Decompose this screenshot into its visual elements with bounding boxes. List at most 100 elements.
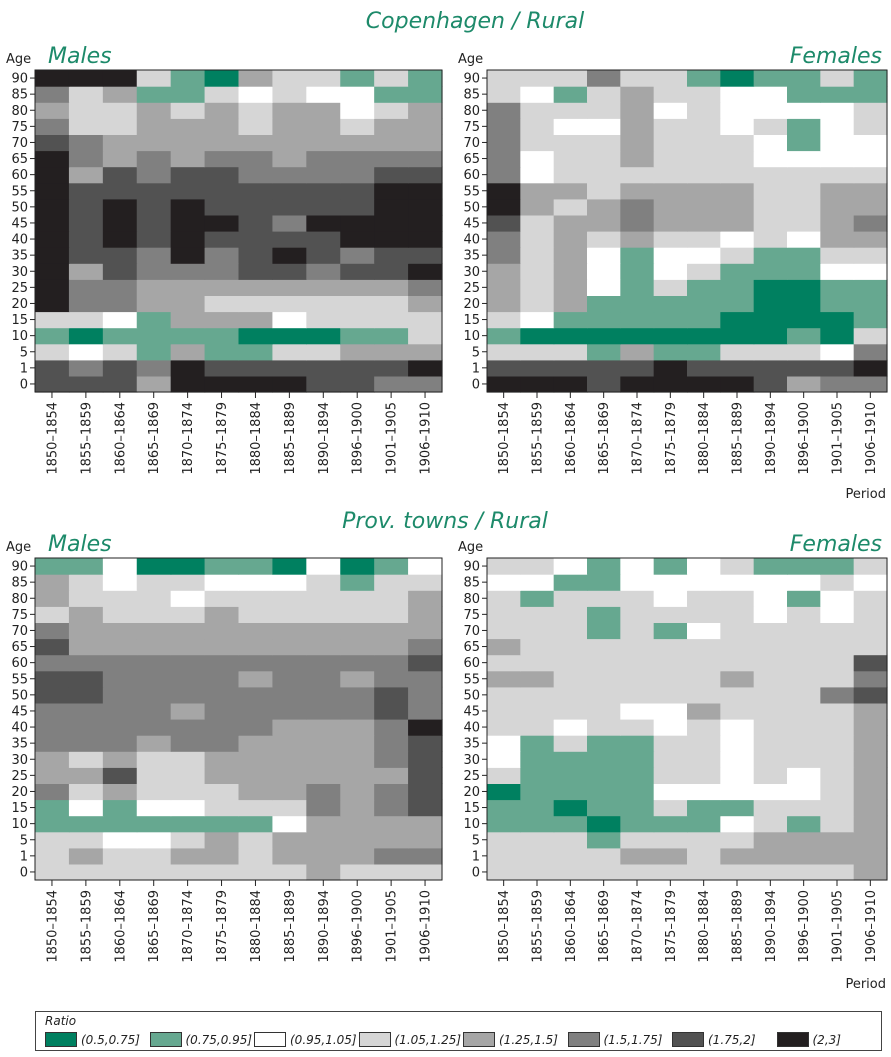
heatmap-cell [620,279,655,296]
heatmap-cell [520,166,555,184]
heatmap-cell [787,767,821,784]
heatmap-cell [853,622,888,640]
heatmap-cell [587,863,621,881]
heatmap-cell [687,783,721,801]
heatmap-cell [204,311,240,329]
heatmap-cell [720,574,755,591]
heatmap-cell [687,638,721,656]
heatmap-cell [340,799,375,817]
section-title-prov-towns: Prov. towns / Rural [342,509,548,534]
heatmap-cell [720,686,755,704]
heatmap-cell [820,783,855,801]
heatmap-cell [204,295,240,313]
heatmap-cell [520,831,555,849]
heatmap-cell [238,279,274,296]
y-tick-label: 15 [11,801,28,816]
heatmap-cell [170,783,206,801]
heatmap-cell [587,558,621,575]
heatmap-cell [68,359,104,377]
heatmap-cell [553,263,588,280]
heatmap-cell [374,327,409,345]
heatmap-cell [587,686,621,704]
heatmap-cell [374,102,409,119]
heatmap-cell [587,783,621,801]
heatmap-cell [487,359,521,377]
heatmap-cell [787,702,821,720]
heatmap-cell [136,670,172,688]
heatmap-cell [408,327,443,345]
heatmap-cell [520,719,555,736]
heatmap-cell [306,327,341,345]
heatmap-cell [68,295,104,313]
heatmap-cell [204,654,240,672]
heatmap-cell [587,102,621,119]
x-tick-label: 1901–1905 [831,890,846,963]
heatmap-cell [374,831,409,849]
heatmap-cell [374,295,409,313]
x-tick-label: 1890–1894 [317,890,332,963]
heatmap-cell [170,150,206,168]
heatmap-cell [35,831,70,849]
heatmap-cell [787,279,821,296]
heatmap-cell [340,86,375,103]
heatmap-cell [520,686,555,704]
x-tick-label: 1860–1864 [113,402,128,475]
heatmap-cell [620,102,655,119]
heatmap-cell [687,686,721,704]
heatmap-cell [102,295,138,313]
heatmap-cell [102,247,138,264]
x-tick-label: 1890–1894 [764,402,779,475]
heatmap-cell [620,558,655,575]
heatmap-cell [753,70,788,87]
heatmap-cell [374,622,409,640]
heatmap-cell [520,311,555,329]
heatmap-cell [587,295,621,313]
x-tick-label: 1865–1869 [147,402,162,475]
heatmap-cell [687,863,721,881]
heatmap-cell [820,558,855,575]
heatmap-cell [136,295,172,313]
heatmap-cell [170,295,206,313]
x-tick-label: 1850–1854 [45,402,60,475]
y-tick-label: 50 [463,200,480,215]
y-tick-label: 20 [463,785,480,800]
heatmap-cell [753,574,788,591]
heatmap-cell [520,70,555,87]
heatmap-cell [204,606,240,623]
heatmap-cell [170,863,206,881]
heatmap-cell [653,359,688,377]
heatmap-cell [35,670,70,688]
y-axis-label-cph-males: Age [6,52,31,67]
heatmap-cell [102,799,138,817]
heatmap-cell [853,166,888,184]
heatmap-cell [170,831,206,849]
heatmap-cell [340,295,375,313]
heatmap-cell [272,279,307,296]
y-tick-label: 25 [463,281,480,296]
heatmap-cell [374,70,409,87]
y-tick-label: 20 [11,785,28,800]
x-tick-label: 1865–1869 [597,890,612,963]
y-tick-label: 70 [11,624,28,639]
heatmap-cell [553,295,588,313]
heatmap-cell [408,863,443,881]
heatmap-cell [102,343,138,361]
heatmap-cell [170,214,206,232]
heatmap-cell [787,638,821,656]
heatmap-cell [340,118,375,135]
heatmap-cell [553,815,588,833]
heatmap-cell [374,150,409,168]
heatmap-cell [820,606,855,623]
heatmap-cell [853,815,888,833]
y-tick-label: 50 [463,688,480,703]
heatmap-cell [820,815,855,833]
heatmap-cell [408,375,443,393]
heatmap-cell [720,279,755,296]
heatmap-cell [720,247,755,264]
heatmap-cell [587,86,621,103]
heatmap-cell [340,863,375,881]
heatmap-cell [170,70,206,87]
heatmap-cell [238,686,274,704]
heatmap-cell [35,86,70,103]
heatmap-cell [620,847,655,865]
